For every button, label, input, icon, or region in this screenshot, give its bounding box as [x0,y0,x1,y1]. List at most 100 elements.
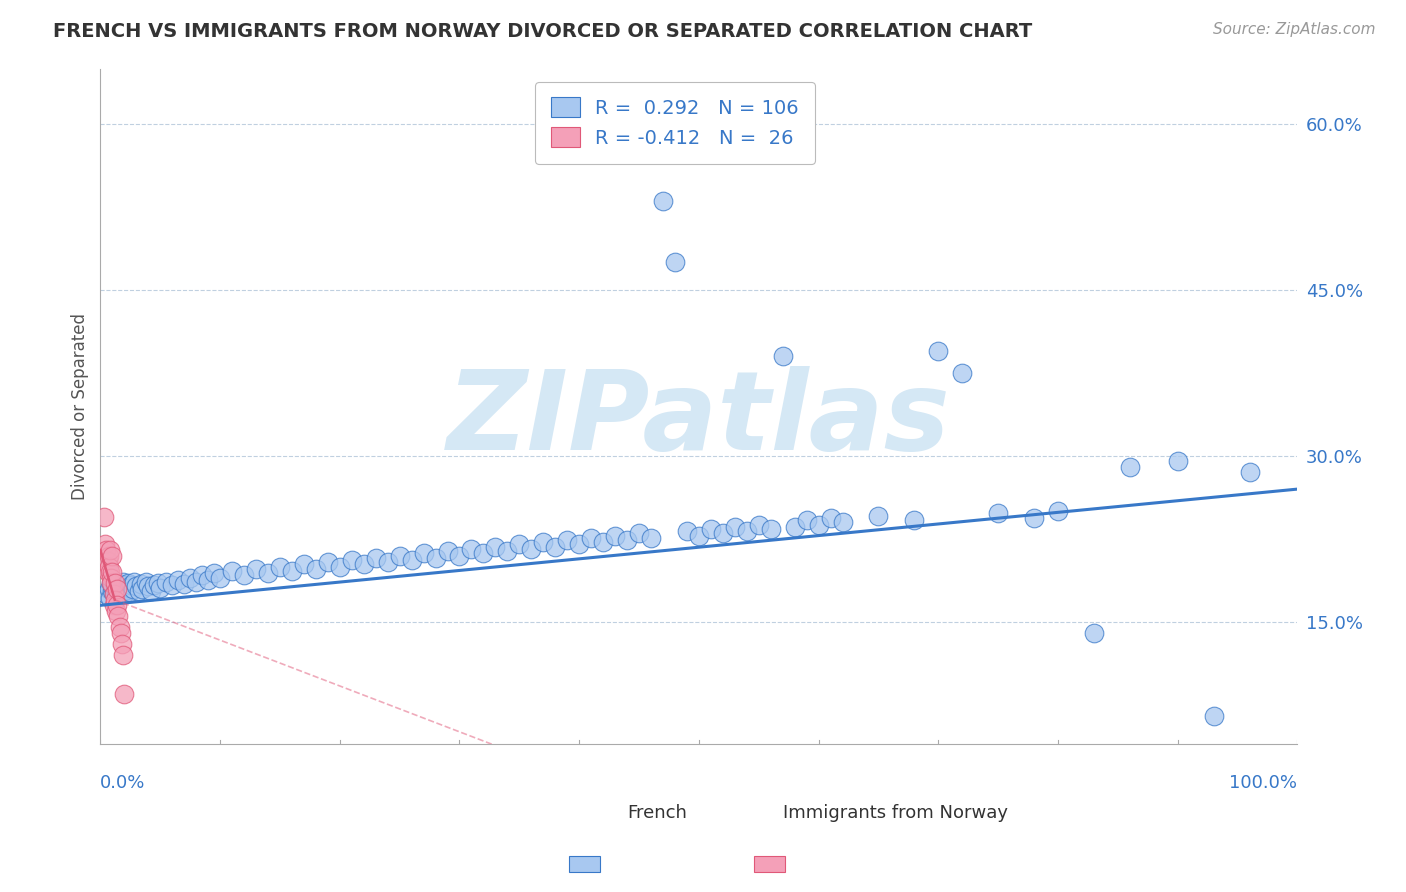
Point [107,585,129,599]
Point [97,549,120,563]
Point [143,578,166,592]
Point [496,544,519,558]
Point [735,524,758,538]
Point [1202,709,1225,723]
Point [100,571,122,585]
Point [1167,454,1189,468]
Point [676,524,699,538]
Point [103,599,125,613]
Point [592,535,614,549]
Point [377,555,399,569]
Point [136,580,159,594]
Point [191,568,214,582]
Point [652,194,675,209]
Point [364,550,387,565]
Point [1046,504,1069,518]
Point [903,513,925,527]
Point [101,583,124,598]
Point [100,576,122,591]
Point [724,520,747,534]
Point [115,582,138,597]
Point [120,585,142,599]
Point [112,575,135,590]
Point [281,564,304,578]
Point [508,537,530,551]
Point [96,587,118,601]
Point [245,562,267,576]
Point [101,565,124,579]
Point [108,588,131,602]
Point [987,507,1010,521]
Point [1083,626,1105,640]
Point [221,564,243,578]
Point [167,573,190,587]
Point [93,509,115,524]
Point [108,620,131,634]
Point [173,577,195,591]
Point [329,559,352,574]
Point [460,541,482,556]
Point [233,568,256,582]
Point [340,553,363,567]
Point [105,582,128,596]
Point [544,540,567,554]
Point [107,576,129,591]
Point [353,558,375,572]
Point [114,578,136,592]
Point [107,609,129,624]
Point [104,578,127,592]
Point [135,575,157,590]
Y-axis label: Divorced or Separated: Divorced or Separated [72,312,89,500]
Text: Source: ZipAtlas.com: Source: ZipAtlas.com [1212,22,1375,37]
Point [100,576,122,591]
Point [616,533,638,547]
Point [401,553,423,567]
Point [103,586,125,600]
Point [531,535,554,549]
Point [927,343,949,358]
Point [131,582,153,596]
Point [555,533,578,547]
Point [98,565,121,579]
Point [121,578,143,592]
Point [139,583,162,598]
Point [104,592,127,607]
Text: French: French [627,805,688,822]
Point [796,513,818,527]
Point [772,349,794,363]
Point [700,522,723,536]
Point [388,549,411,563]
Point [96,554,118,568]
Point [305,562,328,576]
Legend: R =  0.292   N = 106, R = -0.412   N =  26: R = 0.292 N = 106, R = -0.412 N = 26 [536,81,814,163]
Point [184,575,207,590]
Point [449,549,471,563]
Point [105,581,128,595]
Point [111,637,134,651]
Point [202,566,225,581]
Point [472,546,495,560]
Point [149,581,172,595]
Point [425,550,447,565]
Point [179,571,201,585]
Text: 100.0%: 100.0% [1229,774,1298,792]
Point [1239,466,1261,480]
Point [209,571,232,585]
Point [640,531,662,545]
Point [96,543,118,558]
Point [121,582,143,596]
Point [603,528,626,542]
Point [316,555,339,569]
Point [628,526,651,541]
Point [112,687,135,701]
Point [97,582,120,596]
Point [160,578,183,592]
Point [292,558,315,572]
Point [110,580,132,594]
Point [520,541,543,556]
Text: ZIPatlas: ZIPatlas [447,366,950,473]
Point [146,576,169,591]
Point [104,582,127,597]
Point [117,576,139,591]
Point [748,517,770,532]
